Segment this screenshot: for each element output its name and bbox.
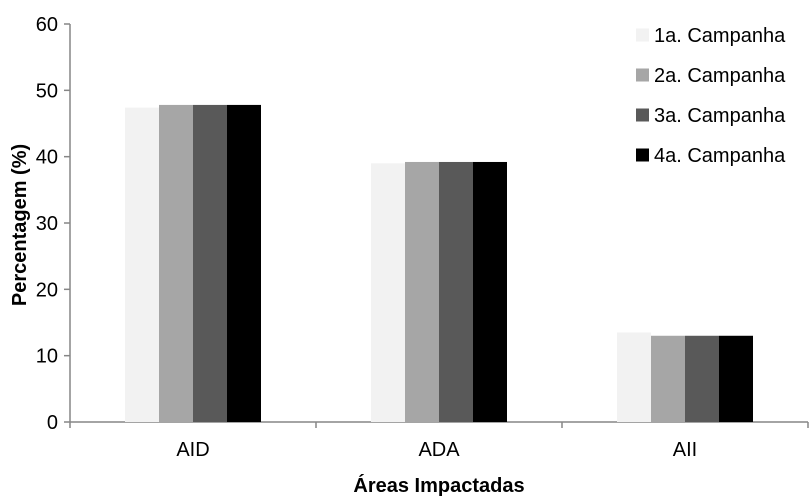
x-tick-label: ADA	[418, 439, 460, 461]
bar-aid-series-1	[125, 107, 159, 422]
y-tick-label: 50	[36, 80, 58, 102]
y-axis: 0 10 20 30 40 50 60	[36, 14, 71, 434]
bar-aid-series-3	[193, 104, 227, 422]
bar-aid-series-4	[227, 104, 261, 422]
x-tick-label: AII	[673, 439, 697, 461]
y-tick-label: 20	[36, 279, 58, 301]
bar-aii-series-1	[617, 332, 651, 422]
y-tick-label: 10	[36, 346, 58, 368]
y-tick-label: 30	[36, 213, 58, 235]
legend-label: 2a. Campanha	[654, 65, 786, 87]
legend-swatch	[636, 68, 649, 82]
x-axis-title: Áreas Impactadas	[353, 474, 524, 497]
bar-aid-series-2	[159, 104, 193, 422]
legend-swatch	[636, 148, 649, 162]
bar-aii-series-2	[651, 335, 685, 422]
bar-ada-series-3	[439, 161, 473, 422]
bar-ada-series-2	[405, 161, 439, 422]
bar-aii-series-4	[719, 335, 753, 422]
y-tick-label: 60	[36, 14, 58, 36]
legend-swatch	[636, 28, 649, 42]
x-tick-label: AID	[176, 439, 209, 461]
legend-swatch	[636, 108, 649, 122]
legend-label: 4a. Campanha	[654, 145, 786, 167]
legend-label: 3a. Campanha	[654, 105, 786, 127]
legend-label: 1a. Campanha	[654, 25, 786, 47]
bar-aii-series-3	[685, 335, 719, 422]
y-tick-label: 40	[36, 147, 58, 169]
x-axis: AID ADA AII	[69, 421, 809, 461]
bars	[125, 104, 753, 423]
bar-ada-series-1	[371, 163, 405, 423]
bar-ada-series-4	[473, 161, 507, 422]
y-tick-label: 0	[47, 412, 58, 434]
legend: 1a. Campanha 2a. Campanha 3a. Campanha 4a. …	[636, 25, 786, 167]
y-axis-title: Percentagem (%)	[9, 144, 31, 306]
